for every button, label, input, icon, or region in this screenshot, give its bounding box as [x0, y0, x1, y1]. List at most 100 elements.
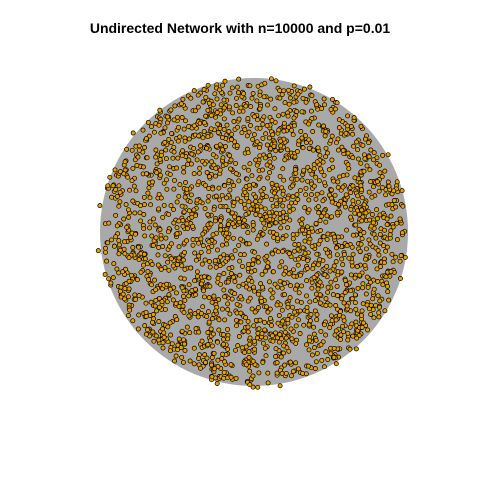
- node: [366, 154, 372, 160]
- node: [114, 266, 120, 272]
- node: [399, 188, 405, 194]
- node: [174, 231, 180, 237]
- node: [340, 262, 346, 268]
- node: [297, 272, 303, 278]
- node: [310, 266, 316, 272]
- node: [266, 223, 272, 228]
- node: [198, 236, 204, 242]
- node: [335, 293, 340, 299]
- node: [316, 178, 322, 184]
- node: [236, 334, 242, 339]
- node: [193, 326, 199, 332]
- node: [195, 314, 201, 320]
- node: [265, 175, 271, 181]
- node: [179, 354, 185, 360]
- node: [294, 176, 300, 182]
- node: [180, 218, 186, 223]
- node: [333, 361, 339, 367]
- node: [294, 192, 300, 198]
- node: [138, 269, 144, 275]
- node: [383, 192, 389, 198]
- node: [225, 307, 231, 312]
- node: [328, 351, 334, 357]
- node: [140, 127, 146, 133]
- node: [118, 284, 124, 290]
- node: [300, 245, 306, 251]
- node: [200, 304, 206, 310]
- node: [324, 213, 330, 219]
- node: [214, 110, 220, 115]
- node: [300, 145, 306, 151]
- node: [306, 347, 312, 353]
- node: [196, 179, 202, 185]
- node: [213, 264, 219, 270]
- node: [323, 246, 329, 252]
- node: [253, 199, 259, 204]
- node: [213, 193, 219, 199]
- node: [273, 220, 279, 226]
- node: [190, 242, 196, 248]
- node: [285, 147, 290, 153]
- node: [362, 136, 368, 142]
- node: [267, 279, 272, 285]
- node: [317, 152, 323, 158]
- node: [390, 259, 396, 265]
- node: [220, 82, 226, 88]
- node: [201, 128, 207, 134]
- node: [202, 161, 208, 167]
- node: [214, 381, 220, 386]
- node: [304, 266, 310, 271]
- node: [323, 332, 329, 338]
- node: [315, 204, 321, 210]
- node: [218, 102, 224, 108]
- node: [261, 94, 267, 100]
- node: [120, 291, 126, 297]
- node: [304, 342, 309, 348]
- node: [334, 245, 339, 251]
- node: [224, 122, 230, 128]
- node: [234, 95, 239, 101]
- node: [303, 192, 309, 198]
- node: [290, 236, 296, 242]
- node: [297, 187, 303, 193]
- node: [297, 331, 303, 336]
- node: [142, 256, 148, 262]
- node: [217, 167, 223, 173]
- node: [288, 283, 294, 289]
- node: [371, 286, 377, 292]
- node: [231, 183, 237, 189]
- node: [226, 178, 232, 184]
- node: [290, 368, 296, 374]
- node: [221, 252, 227, 258]
- node: [132, 292, 138, 298]
- node: [271, 155, 277, 161]
- node: [254, 335, 260, 341]
- node: [116, 242, 122, 248]
- node: [325, 150, 330, 156]
- node: [221, 369, 227, 375]
- node: [359, 236, 365, 242]
- node: [333, 328, 339, 334]
- node: [291, 248, 297, 254]
- edge: [169, 166, 197, 329]
- node: [290, 206, 296, 212]
- node: [170, 297, 176, 303]
- edge: [149, 188, 275, 337]
- node: [205, 330, 211, 335]
- node: [292, 242, 298, 247]
- node: [298, 299, 304, 305]
- node: [276, 313, 282, 318]
- node: [272, 106, 278, 112]
- node: [295, 246, 301, 252]
- node: [190, 237, 196, 242]
- node: [287, 208, 293, 214]
- node: [213, 308, 219, 314]
- node: [195, 149, 201, 155]
- node: [271, 213, 277, 219]
- node: [360, 285, 366, 291]
- node: [132, 210, 138, 216]
- node: [359, 308, 365, 314]
- node: [156, 122, 162, 128]
- node: [223, 204, 229, 210]
- node: [181, 337, 186, 343]
